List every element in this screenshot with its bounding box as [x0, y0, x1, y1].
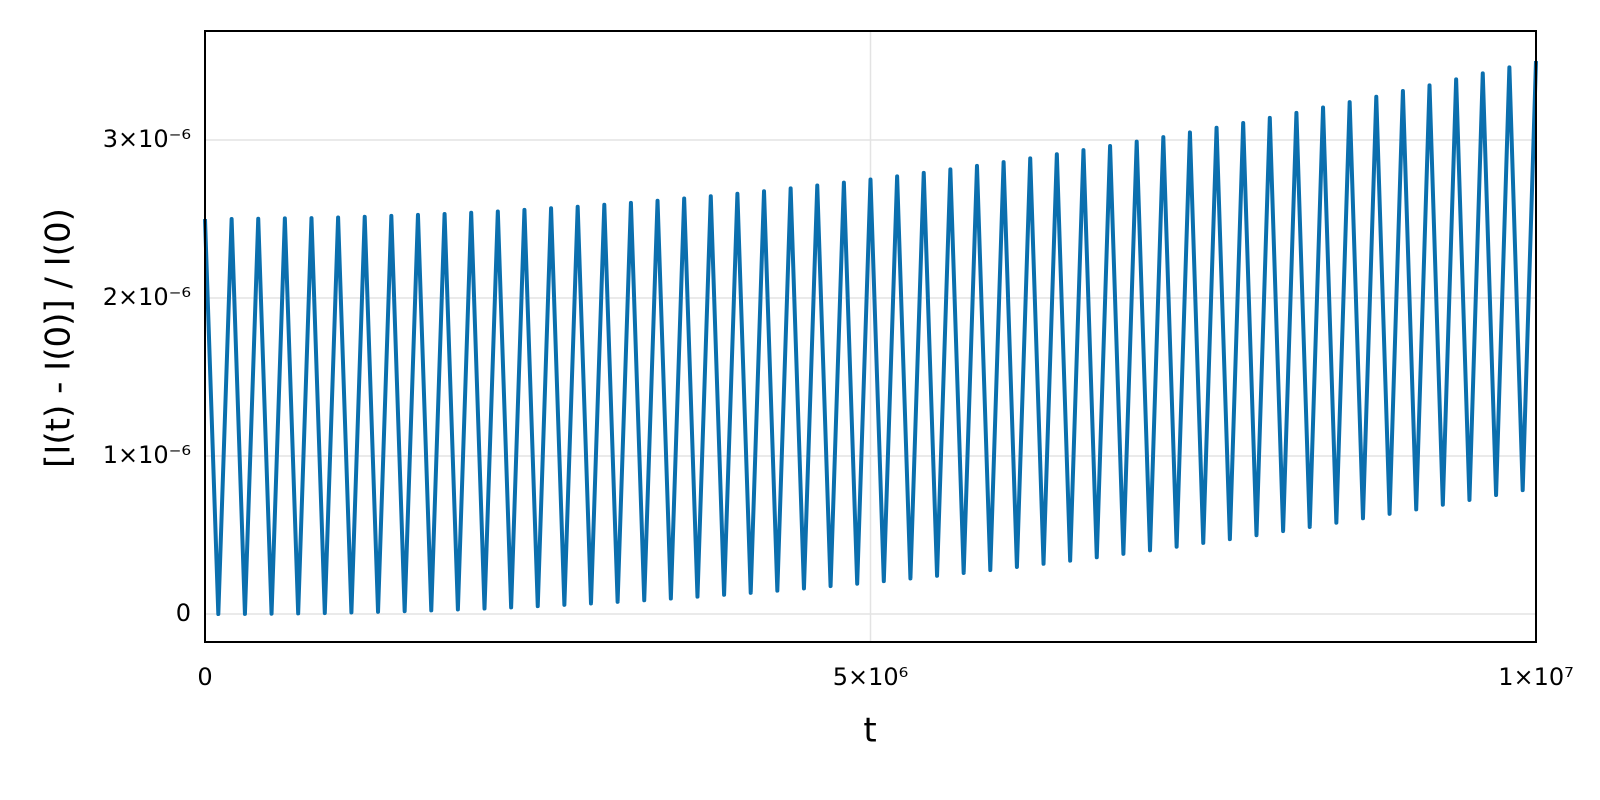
plot-frame: [204, 30, 1537, 643]
x-tick-label: 5×10⁶: [833, 663, 909, 691]
y-tick-label: 2×10⁻⁶: [103, 283, 191, 311]
y-tick-label: 1×10⁻⁶: [103, 441, 191, 469]
data-line: [203, 60, 1538, 617]
x-tick-label: 1×10⁷: [1498, 663, 1574, 691]
y-axis-title: [I(t) - I(0)] / I(0): [39, 208, 79, 468]
x-tick-label: 0: [197, 663, 212, 691]
y-tick-label: 0: [176, 599, 191, 627]
y-tick-label: 3×10⁻⁶: [103, 125, 191, 153]
x-axis-title: t: [863, 711, 876, 751]
